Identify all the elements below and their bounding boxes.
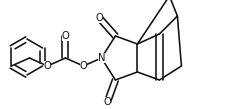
Text: O: O bbox=[96, 13, 103, 23]
Text: O: O bbox=[44, 61, 51, 71]
Text: O: O bbox=[62, 31, 69, 41]
Text: O: O bbox=[79, 61, 87, 71]
Text: O: O bbox=[104, 97, 111, 107]
Text: N: N bbox=[98, 53, 105, 63]
